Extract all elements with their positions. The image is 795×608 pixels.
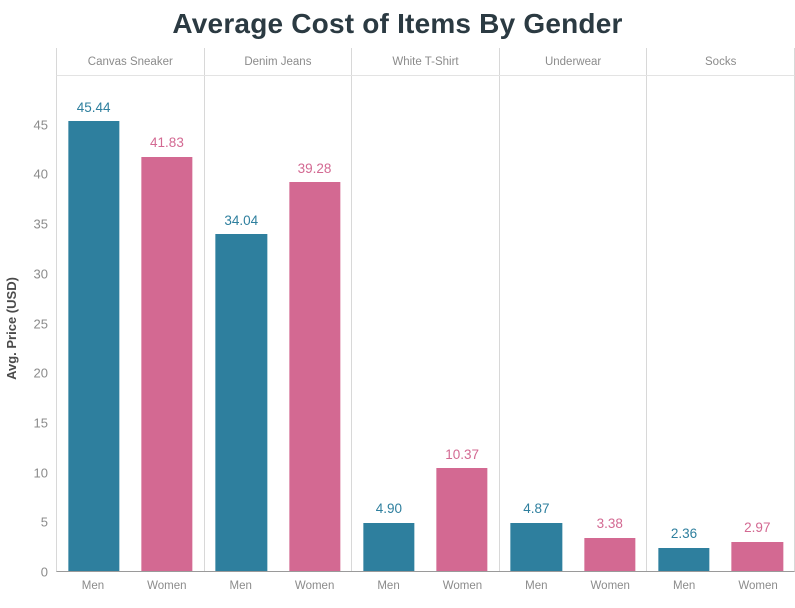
bar-value-label: 3.38: [596, 516, 623, 532]
x-tick-label: Women: [738, 580, 778, 592]
footer-cell: Men Women: [352, 572, 500, 608]
category-header: Underwear: [500, 48, 648, 75]
category-headers: Canvas Sneaker Denim Jeans White T-Shirt Un…: [56, 48, 795, 75]
plot-area: 45.44 41.83 34.04 39.28 4.90 10.37 4.87 3.38 2.3…: [56, 75, 795, 572]
bar-men[interactable]: [658, 547, 710, 571]
x-tick-label: Women: [590, 580, 630, 592]
bar-women[interactable]: [584, 537, 636, 571]
bar-value-label: 2.97: [744, 520, 771, 536]
bar-value-label: 34.04: [224, 212, 259, 228]
bar-women[interactable]: [141, 156, 193, 571]
chart-title: Average Cost of Items By Gender: [172, 8, 623, 39]
category-header: White T-Shirt: [352, 48, 500, 75]
x-tick-label: Men: [525, 580, 548, 592]
y-tick-label: 20: [33, 365, 48, 381]
y-axis-ticks: 0 5 10 15 20 25 30 35 40 45: [22, 75, 56, 578]
y-tick-label: 5: [40, 514, 48, 530]
y-tick-label: 25: [33, 316, 48, 331]
y-tick-label: 15: [33, 415, 48, 431]
panel-canvas-sneaker: 45.44 41.83: [57, 76, 205, 571]
y-tick-label: 40: [33, 166, 48, 182]
x-tick-label: Women: [442, 580, 483, 592]
x-tick-label: Men: [229, 580, 252, 592]
footer-cell: Men Women: [647, 572, 795, 608]
bar-value-label: 2.36: [670, 526, 698, 542]
bar-men[interactable]: [510, 522, 563, 571]
category-header: Socks: [705, 55, 737, 68]
panel-denim-jeans: 34.04 39.28: [205, 76, 353, 571]
bar-value-label: 4.90: [375, 501, 402, 516]
category-header: Denim Jeans: [205, 48, 353, 75]
y-tick-label: 35: [33, 216, 48, 232]
panel-socks: 2.36 2.97: [647, 76, 794, 571]
footer-cell: Men Women: [204, 572, 352, 608]
y-tick-label: 10: [33, 465, 48, 481]
y-tick-label: 45: [33, 117, 48, 133]
y-axis-label: Avg. Price (USD): [3, 276, 19, 380]
x-tick-label: Men: [377, 580, 400, 592]
y-axis-label-cell: Avg. Price (USD): [0, 48, 22, 608]
y-tick-label: 30: [33, 266, 48, 282]
title-row: Average Cost of Items By Gender: [0, 0, 795, 48]
bar-men[interactable]: [215, 234, 267, 571]
x-axis-labels: Men Women Men Women Men Women Men Women Men Women: [56, 572, 795, 608]
panel-underwear: 4.87 3.38: [500, 76, 648, 571]
y-tick-label: 0: [40, 564, 48, 580]
x-tick-label: Women: [294, 580, 335, 592]
bar-value-label: 45.44: [76, 99, 111, 115]
category-header: Canvas Sneaker: [57, 48, 205, 75]
x-tick-label: Women: [147, 580, 187, 592]
bar-value-label: 39.28: [297, 160, 332, 176]
bar-value-label: 10.37: [445, 446, 480, 462]
chart-grid: Avg. Price (USD) 0 5 10 15 20 25 30 35 40 45 Canv…: [0, 48, 795, 608]
bar-men[interactable]: [67, 121, 120, 571]
bar-women[interactable]: [436, 468, 488, 571]
bar-value-label: 41.83: [150, 135, 184, 151]
footer-cell: Men Women: [499, 572, 647, 608]
x-tick-label: Men: [672, 580, 696, 592]
bar-value-label: 4.87: [523, 501, 550, 517]
bar-women[interactable]: [288, 182, 341, 571]
x-tick-label: Men: [81, 580, 105, 592]
bar-women[interactable]: [731, 541, 783, 571]
bar-men[interactable]: [363, 522, 415, 571]
panel-white-t-shirt: 4.90 10.37: [352, 76, 500, 571]
footer-cell: Men Women: [56, 572, 204, 608]
